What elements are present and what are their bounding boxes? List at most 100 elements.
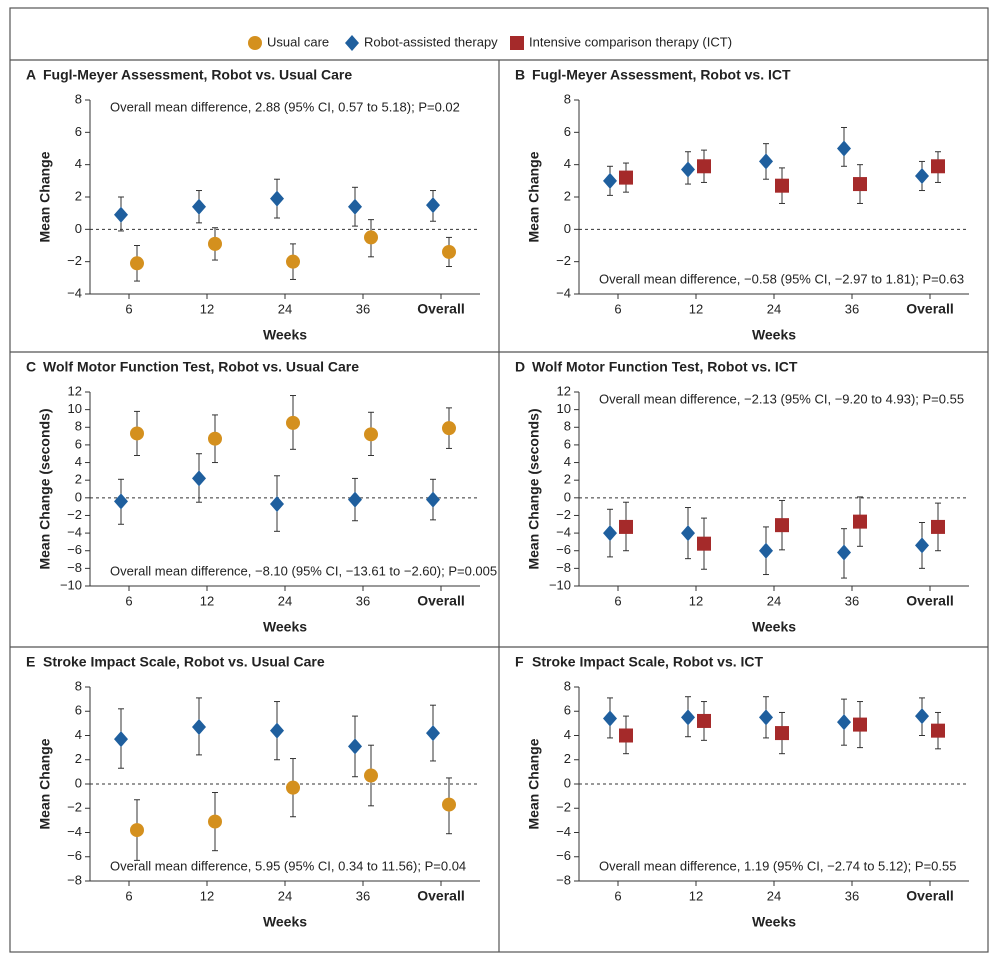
- marker: [697, 536, 711, 551]
- y-tick-label: 0: [75, 489, 82, 504]
- y-tick-label: −4: [67, 525, 82, 540]
- y-tick-label: −6: [556, 542, 571, 557]
- panel-title: Stroke Impact Scale, Robot vs. Usual Car…: [43, 654, 325, 670]
- marker: [603, 710, 617, 727]
- marker: [442, 244, 456, 259]
- marker: [775, 518, 789, 533]
- marker: [192, 719, 206, 736]
- y-tick-label: 4: [75, 727, 82, 742]
- panel-title: Wolf Motor Function Test, Robot vs. ICT: [532, 359, 798, 375]
- marker: [270, 190, 284, 207]
- panel-letter: C: [26, 359, 36, 375]
- x-tick-label: 6: [614, 888, 621, 903]
- marker: [915, 708, 929, 725]
- y-tick-label: 12: [557, 383, 571, 398]
- marker: [286, 780, 300, 795]
- panel: F Stroke Impact Scale, Robot vs. ICT −8 −6 −…: [515, 654, 969, 930]
- y-tick-label: 2: [564, 188, 571, 203]
- marker: [619, 519, 633, 534]
- marker: [114, 731, 128, 748]
- marker: [364, 230, 378, 245]
- marker: [931, 159, 945, 174]
- marker: [681, 709, 695, 726]
- y-tick-label: −10: [60, 577, 82, 592]
- marker: [837, 140, 851, 157]
- x-tick-label: 12: [200, 593, 214, 608]
- marker: [130, 823, 144, 838]
- x-tick-label: 24: [278, 888, 292, 903]
- x-tick-label: 6: [125, 888, 132, 903]
- x-tick-label: 12: [200, 888, 214, 903]
- y-tick-label: 0: [564, 221, 571, 236]
- marker: [915, 537, 929, 554]
- y-tick-label: 2: [75, 751, 82, 766]
- y-tick-label: −4: [556, 824, 571, 839]
- x-tick-label: 12: [689, 888, 703, 903]
- marker: [345, 35, 359, 51]
- y-tick-label: −8: [556, 872, 571, 887]
- marker: [426, 725, 440, 742]
- annotation: Overall mean difference, −2.13 (95% CI, …: [599, 391, 964, 406]
- y-tick-label: −8: [67, 872, 82, 887]
- y-tick-label: 8: [564, 678, 571, 693]
- marker: [364, 427, 378, 442]
- marker: [931, 723, 945, 738]
- panel-letter: B: [515, 67, 525, 83]
- marker: [619, 170, 633, 185]
- marker: [603, 172, 617, 189]
- x-axis-label: Weeks: [752, 327, 796, 343]
- marker: [114, 493, 128, 510]
- panel-letter: F: [515, 654, 524, 670]
- marker: [681, 161, 695, 178]
- annotation: Overall mean difference, −0.58 (95% CI, …: [599, 271, 964, 286]
- y-axis-label: Mean Change: [526, 738, 542, 829]
- marker: [192, 470, 206, 487]
- annotation: Overall mean difference, −8.10 (95% CI, …: [110, 563, 497, 578]
- y-tick-label: −2: [556, 507, 571, 522]
- marker: [510, 36, 524, 50]
- marker: [619, 728, 633, 743]
- x-tick-label: 24: [767, 888, 781, 903]
- y-tick-label: 10: [557, 401, 571, 416]
- marker: [248, 36, 262, 50]
- x-tick-label: 12: [689, 593, 703, 608]
- y-tick-label: 2: [75, 188, 82, 203]
- marker: [837, 714, 851, 731]
- marker: [681, 525, 695, 542]
- marker: [697, 159, 711, 174]
- x-tick-label: 36: [356, 301, 370, 316]
- x-axis-label: Weeks: [263, 327, 307, 343]
- marker: [426, 197, 440, 214]
- x-tick-label: 12: [200, 301, 214, 316]
- marker: [208, 236, 222, 251]
- y-tick-label: −2: [67, 507, 82, 522]
- marker: [130, 256, 144, 271]
- y-tick-label: −2: [67, 800, 82, 815]
- y-tick-label: 4: [75, 454, 82, 469]
- legend-label: Usual care: [267, 34, 329, 49]
- legend-label: Robot-assisted therapy: [364, 34, 498, 49]
- x-tick-label: 36: [845, 593, 859, 608]
- y-tick-label: 0: [75, 775, 82, 790]
- annotation: Overall mean difference, 1.19 (95% CI, −…: [599, 858, 956, 873]
- y-tick-label: 8: [75, 419, 82, 434]
- marker: [775, 726, 789, 741]
- y-axis-label: Mean Change (seconds): [37, 408, 53, 569]
- marker: [853, 514, 867, 529]
- y-tick-label: 2: [75, 472, 82, 487]
- marker: [853, 177, 867, 192]
- panel-title: Stroke Impact Scale, Robot vs. ICT: [532, 654, 764, 670]
- y-axis-label: Mean Change: [526, 151, 542, 242]
- x-tick-label: Overall: [417, 593, 464, 609]
- x-tick-label: Overall: [906, 593, 953, 609]
- panel-title: Fugl-Meyer Assessment, Robot vs. Usual C…: [43, 67, 352, 83]
- panel-title: Fugl-Meyer Assessment, Robot vs. ICT: [532, 67, 791, 83]
- x-axis-label: Weeks: [263, 619, 307, 635]
- panel-title: Wolf Motor Function Test, Robot vs. Usua…: [43, 359, 359, 375]
- x-tick-label: 36: [356, 593, 370, 608]
- marker: [114, 206, 128, 223]
- y-tick-label: −6: [556, 848, 571, 863]
- y-tick-label: 6: [75, 124, 82, 139]
- y-tick-label: 0: [564, 775, 571, 790]
